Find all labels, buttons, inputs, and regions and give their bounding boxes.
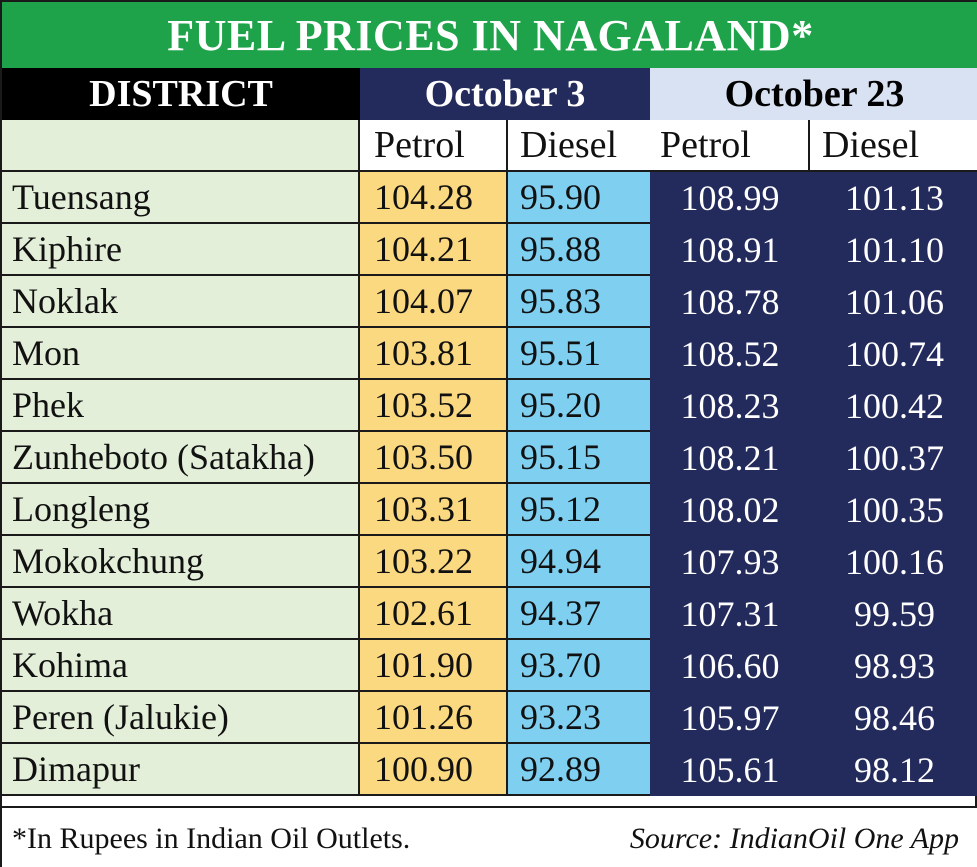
oct23-petrol-cell: 108.52 (650, 328, 810, 380)
district-cell: Mokokchung (2, 536, 360, 588)
oct3-diesel-cell: 93.23 (508, 692, 650, 744)
header-october-23: October 23 (650, 68, 977, 120)
table-row: Phek 103.52 95.20 108.23 100.42 (2, 380, 977, 432)
table-row: Kiphire 104.21 95.88 108.91 101.10 (2, 224, 977, 276)
oct3-petrol-cell: 103.31 (360, 484, 508, 536)
oct23-diesel-cell: 100.35 (810, 484, 977, 536)
oct3-petrol-cell: 104.21 (360, 224, 508, 276)
oct3-diesel-cell: 92.89 (508, 744, 650, 796)
district-cell: Zunheboto (Satakha) (2, 432, 360, 484)
table-row: Tuensang 104.28 95.90 108.99 101.13 (2, 172, 977, 224)
oct3-petrol-cell: 103.22 (360, 536, 508, 588)
oct23-diesel-cell: 98.93 (810, 640, 977, 692)
oct23-diesel-cell: 99.59 (810, 588, 977, 640)
source-credit: Source: IndianOil One App (629, 821, 959, 855)
subheader-district-blank (2, 120, 360, 172)
oct23-diesel-cell: 101.13 (810, 172, 977, 224)
oct3-diesel-cell: 95.83 (508, 276, 650, 328)
subheader-oct23-diesel: Diesel (810, 120, 977, 172)
subheader-oct3-diesel: Diesel (508, 120, 650, 172)
district-cell: Kohima (2, 640, 360, 692)
table-row: Noklak 104.07 95.83 108.78 101.06 (2, 276, 977, 328)
district-cell: Tuensang (2, 172, 360, 224)
oct3-petrol-cell: 104.28 (360, 172, 508, 224)
district-cell: Noklak (2, 276, 360, 328)
table-footer: *In Rupees in Indian Oil Outlets. Source… (2, 806, 977, 867)
oct23-petrol-cell: 107.31 (650, 588, 810, 640)
oct23-petrol-cell: 108.21 (650, 432, 810, 484)
oct23-diesel-cell: 100.74 (810, 328, 977, 380)
oct23-diesel-cell: 98.12 (810, 744, 977, 796)
district-cell: Dimapur (2, 744, 360, 796)
oct23-diesel-cell: 101.06 (810, 276, 977, 328)
oct23-petrol-cell: 105.97 (650, 692, 810, 744)
oct3-diesel-cell: 95.90 (508, 172, 650, 224)
oct3-petrol-cell: 103.52 (360, 380, 508, 432)
table-row: Dimapur 100.90 92.89 105.61 98.12 (2, 744, 977, 796)
oct23-petrol-cell: 108.91 (650, 224, 810, 276)
oct3-petrol-cell: 101.90 (360, 640, 508, 692)
oct23-petrol-cell: 105.61 (650, 744, 810, 796)
header-district: DISTRICT (2, 68, 360, 120)
subheader-oct3-petrol: Petrol (360, 120, 508, 172)
oct3-diesel-cell: 95.15 (508, 432, 650, 484)
district-cell: Kiphire (2, 224, 360, 276)
oct23-diesel-cell: 98.46 (810, 692, 977, 744)
oct23-petrol-cell: 107.93 (650, 536, 810, 588)
oct3-diesel-cell: 95.12 (508, 484, 650, 536)
oct3-diesel-cell: 94.37 (508, 588, 650, 640)
oct3-diesel-cell: 93.70 (508, 640, 650, 692)
district-cell: Phek (2, 380, 360, 432)
table-row: Wokha 102.61 94.37 107.31 99.59 (2, 588, 977, 640)
table-body: Tuensang 104.28 95.90 108.99 101.13 Kiphire 10… (2, 172, 977, 796)
oct23-diesel-cell: 100.16 (810, 536, 977, 588)
oct23-petrol-cell: 108.78 (650, 276, 810, 328)
district-cell: Longleng (2, 484, 360, 536)
oct23-diesel-cell: 100.42 (810, 380, 977, 432)
oct3-diesel-cell: 95.20 (508, 380, 650, 432)
table-row: Zunheboto (Satakha) 103.50 95.15 108.21 100.… (2, 432, 977, 484)
oct3-petrol-cell: 101.26 (360, 692, 508, 744)
oct3-diesel-cell: 95.51 (508, 328, 650, 380)
table-title: FUEL PRICES IN NAGALAND* (2, 2, 977, 68)
oct3-diesel-cell: 95.88 (508, 224, 650, 276)
subheader-oct23-petrol: Petrol (650, 120, 810, 172)
table-row: Mon 103.81 95.51 108.52 100.74 (2, 328, 977, 380)
header-october-3: October 3 (360, 68, 650, 120)
district-cell: Peren (Jalukie) (2, 692, 360, 744)
table-row: Longleng 103.31 95.12 108.02 100.35 (2, 484, 977, 536)
oct23-petrol-cell: 108.99 (650, 172, 810, 224)
oct3-petrol-cell: 104.07 (360, 276, 508, 328)
oct3-petrol-cell: 103.50 (360, 432, 508, 484)
oct3-petrol-cell: 102.61 (360, 588, 508, 640)
district-cell: Mon (2, 328, 360, 380)
oct3-petrol-cell: 103.81 (360, 328, 508, 380)
oct23-petrol-cell: 108.02 (650, 484, 810, 536)
table-row: Mokokchung 103.22 94.94 107.93 100.16 (2, 536, 977, 588)
oct23-diesel-cell: 100.37 (810, 432, 977, 484)
oct3-petrol-cell: 100.90 (360, 744, 508, 796)
oct23-petrol-cell: 108.23 (650, 380, 810, 432)
oct23-petrol-cell: 106.60 (650, 640, 810, 692)
table-row: Kohima 101.90 93.70 106.60 98.93 (2, 640, 977, 692)
oct23-diesel-cell: 101.10 (810, 224, 977, 276)
district-cell: Wokha (2, 588, 360, 640)
footnote: *In Rupees in Indian Oil Outlets. (12, 821, 411, 855)
oct3-diesel-cell: 94.94 (508, 536, 650, 588)
table-row: Peren (Jalukie) 101.26 93.23 105.97 98.46 (2, 692, 977, 744)
